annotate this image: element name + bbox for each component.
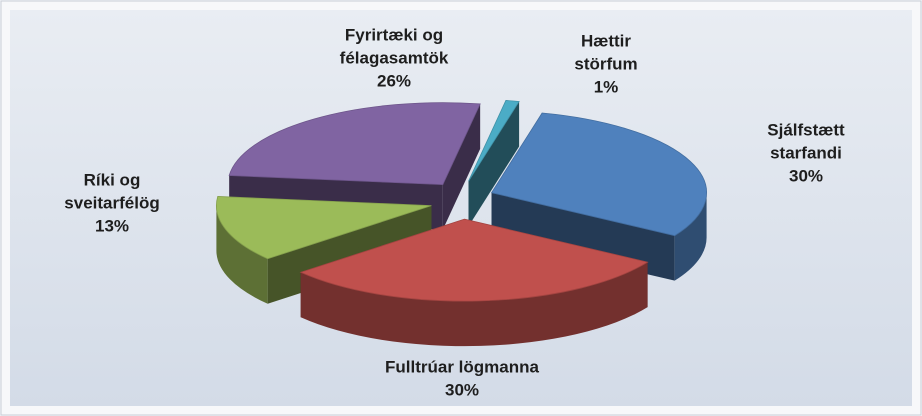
slice-side	[300, 262, 648, 347]
slice-label: sveitarfélög	[64, 193, 159, 212]
slice-label: starfandi	[770, 143, 842, 162]
value-label: 26%	[377, 71, 411, 90]
value-label: 30%	[789, 166, 823, 185]
slice-side	[674, 192, 707, 281]
slice-label: félagasamtök	[340, 48, 449, 67]
slice	[490, 112, 707, 237]
slice	[468, 100, 520, 182]
slice	[215, 196, 432, 260]
value-label: 1%	[594, 77, 619, 96]
slice-wall	[442, 103, 481, 230]
value-label: 30%	[445, 380, 479, 399]
slice	[228, 102, 481, 186]
value-label: 13%	[95, 216, 129, 235]
slice-side	[216, 205, 268, 304]
slice-label: Fyrirtæki og	[345, 25, 443, 44]
slice-label: Fulltrúar lögmanna	[385, 357, 540, 376]
slice-label: Sjálfstætt	[767, 120, 845, 139]
slice-label: störfum	[574, 54, 637, 73]
slice	[299, 218, 649, 302]
slice-wall	[468, 101, 520, 227]
slice-label: Hættir	[581, 31, 631, 50]
slice-label: Ríki og	[84, 170, 141, 189]
